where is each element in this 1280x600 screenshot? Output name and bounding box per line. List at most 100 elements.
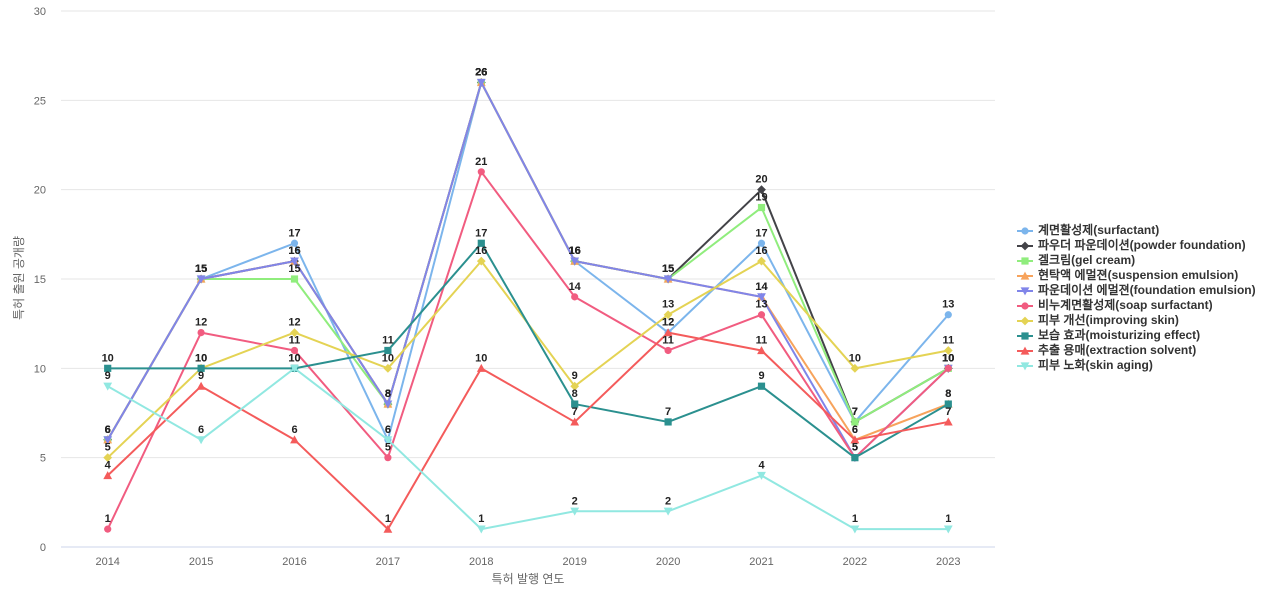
- data-point-improving-skin[interactable]: [943, 346, 953, 355]
- data-point-extraction-solvent[interactable]: [103, 471, 113, 480]
- legend-item-improving-skin[interactable]: 피부 개선(improving skin): [1016, 313, 1256, 328]
- data-point-surfactant[interactable]: [757, 239, 766, 247]
- legend-label: 계면활성제(surfactant): [1038, 223, 1160, 237]
- data-label-extraction-solvent: 4: [105, 460, 112, 472]
- data-point-foundation-emulsion[interactable]: [570, 257, 580, 266]
- data-point-gel-cream[interactable]: [757, 203, 766, 212]
- series-line-moisturizing-effect[interactable]: [107, 242, 949, 459]
- data-point-moisturizing-effect[interactable]: [851, 454, 859, 462]
- y-tick-label: 5: [40, 453, 46, 465]
- data-point-foundation-emulsion[interactable]: [196, 275, 206, 284]
- data-point-moisturizing-effect[interactable]: [384, 346, 392, 355]
- data-point-foundation-emulsion[interactable]: [290, 257, 299, 266]
- data-point-extraction-solvent[interactable]: [757, 346, 766, 355]
- data-point-extraction-solvent[interactable]: [850, 435, 860, 444]
- data-point-improving-skin[interactable]: [476, 256, 486, 266]
- data-point-soap-surfactant[interactable]: [664, 346, 672, 355]
- data-point-soap-surfactant[interactable]: [757, 311, 766, 319]
- legend-item-gel-cream[interactable]: 겔크림(gel cream): [1016, 253, 1256, 268]
- data-point-moisturizing-effect[interactable]: [104, 364, 112, 372]
- data-point-moisturizing-effect[interactable]: [664, 418, 672, 426]
- series-line-surfactant[interactable]: [106, 81, 950, 441]
- data-label-powder-foundation: 7: [852, 406, 858, 418]
- data-label-surfactant: 12: [662, 317, 674, 329]
- data-point-soap-surfactant[interactable]: [944, 364, 952, 372]
- data-point-extraction-solvent[interactable]: [943, 417, 953, 426]
- series-line-skin-aging[interactable]: [107, 367, 949, 531]
- data-point-moisturizing-effect[interactable]: [477, 239, 485, 247]
- legend-symbol-surfactant: [1017, 226, 1033, 235]
- data-point-extraction-solvent[interactable]: [383, 524, 393, 533]
- data-point-extraction-solvent[interactable]: [476, 363, 486, 372]
- data-point-improving-skin[interactable]: [850, 363, 860, 373]
- series-line-powder-foundation[interactable]: [106, 81, 949, 441]
- data-point-extraction-solvent[interactable]: [570, 417, 580, 426]
- data-point-skin-aging[interactable]: [476, 525, 486, 534]
- data-point-improving-skin[interactable]: [383, 363, 393, 373]
- data-point-moisturizing-effect[interactable]: [757, 382, 766, 390]
- legend-marker-extraction-solvent: [1020, 346, 1030, 355]
- legend-item-extraction-solvent[interactable]: 추출 용매(extraction solvent): [1016, 343, 1256, 358]
- legend-item-foundation-emulsion[interactable]: 파운데이션 에멀젼(foundation emulsion): [1016, 283, 1256, 298]
- legend-item-moisturizing-effect[interactable]: 보습 효과(moisturizing effect): [1016, 328, 1256, 343]
- legend-item-powder-foundation[interactable]: 파우더 파운데이션(powder foundation): [1016, 238, 1256, 253]
- data-point-soap-surfactant[interactable]: [571, 293, 579, 301]
- series-line-gel-cream[interactable]: [106, 81, 949, 441]
- data-point-skin-aging[interactable]: [943, 525, 953, 534]
- data-point-improving-skin[interactable]: [757, 256, 766, 266]
- data-point-extraction-solvent[interactable]: [663, 328, 673, 337]
- data-point-foundation-emulsion[interactable]: [757, 293, 766, 302]
- legend-symbol-extraction-solvent: [1017, 346, 1033, 355]
- data-point-foundation-emulsion[interactable]: [103, 436, 113, 445]
- y-tick-label: 10: [34, 363, 46, 375]
- data-label-gel-cream: 15: [288, 263, 300, 275]
- data-point-foundation-emulsion[interactable]: [383, 400, 393, 409]
- data-point-skin-aging[interactable]: [663, 507, 673, 516]
- data-point-soap-surfactant[interactable]: [290, 346, 299, 355]
- series-line-extraction-solvent[interactable]: [107, 331, 949, 531]
- legend-item-skin-aging[interactable]: 피부 노화(skin aging): [1016, 358, 1256, 373]
- data-point-skin-aging[interactable]: [570, 507, 580, 516]
- data-point-skin-aging[interactable]: [850, 525, 860, 534]
- data-point-soap-surfactant[interactable]: [477, 168, 485, 176]
- data-point-skin-aging[interactable]: [103, 382, 113, 391]
- series-line-suspension-emulsion[interactable]: [106, 81, 949, 441]
- data-point-soap-surfactant[interactable]: [104, 525, 112, 533]
- series-foundation-emulsion: [103, 78, 953, 463]
- data-point-improving-skin[interactable]: [290, 328, 299, 337]
- data-point-skin-aging[interactable]: [196, 436, 206, 445]
- data-point-surfactant[interactable]: [290, 239, 299, 247]
- data-label-gel-cream: 10: [942, 352, 954, 364]
- data-label-soap-surfactant: 11: [662, 334, 674, 346]
- data-point-gel-cream[interactable]: [290, 275, 299, 283]
- data-point-foundation-emulsion[interactable]: [663, 275, 673, 284]
- data-label-suspension-emulsion: 26: [475, 66, 487, 78]
- data-point-improving-skin[interactable]: [103, 453, 113, 463]
- data-point-moisturizing-effect[interactable]: [197, 364, 205, 372]
- legend-marker-soap-surfactant: [1021, 301, 1029, 310]
- data-point-powder-foundation[interactable]: [757, 185, 766, 195]
- data-point-skin-aging[interactable]: [383, 436, 393, 445]
- data-point-skin-aging[interactable]: [757, 471, 766, 480]
- legend-item-suspension-emulsion[interactable]: 현탁액 에멀젼(suspension emulsion): [1016, 268, 1256, 283]
- legend-item-soap-surfactant[interactable]: 비누계면활성제(soap surfactant): [1016, 298, 1256, 313]
- data-point-extraction-solvent[interactable]: [290, 435, 299, 444]
- legend-item-surfactant[interactable]: 계면활성제(surfactant): [1016, 223, 1256, 238]
- data-label-gel-cream: 26: [475, 66, 487, 78]
- data-point-soap-surfactant[interactable]: [197, 329, 205, 337]
- data-point-foundation-emulsion[interactable]: [476, 78, 486, 87]
- series-line-foundation-emulsion[interactable]: [106, 81, 949, 459]
- data-point-soap-surfactant[interactable]: [384, 454, 392, 462]
- data-point-moisturizing-effect[interactable]: [944, 400, 952, 408]
- data-point-improving-skin[interactable]: [570, 381, 580, 391]
- data-point-moisturizing-effect[interactable]: [571, 400, 579, 408]
- legend-label: 추출 용매(extraction solvent): [1038, 343, 1197, 357]
- data-point-skin-aging[interactable]: [290, 364, 299, 373]
- series-line-soap-surfactant[interactable]: [106, 170, 949, 530]
- data-point-improving-skin[interactable]: [663, 310, 673, 320]
- data-point-gel-cream[interactable]: [851, 418, 859, 426]
- data-label-foundation-emulsion: 26: [475, 66, 487, 78]
- data-point-extraction-solvent[interactable]: [196, 381, 206, 390]
- data-point-surfactant[interactable]: [944, 311, 952, 319]
- data-label-improving-skin: 10: [382, 352, 394, 364]
